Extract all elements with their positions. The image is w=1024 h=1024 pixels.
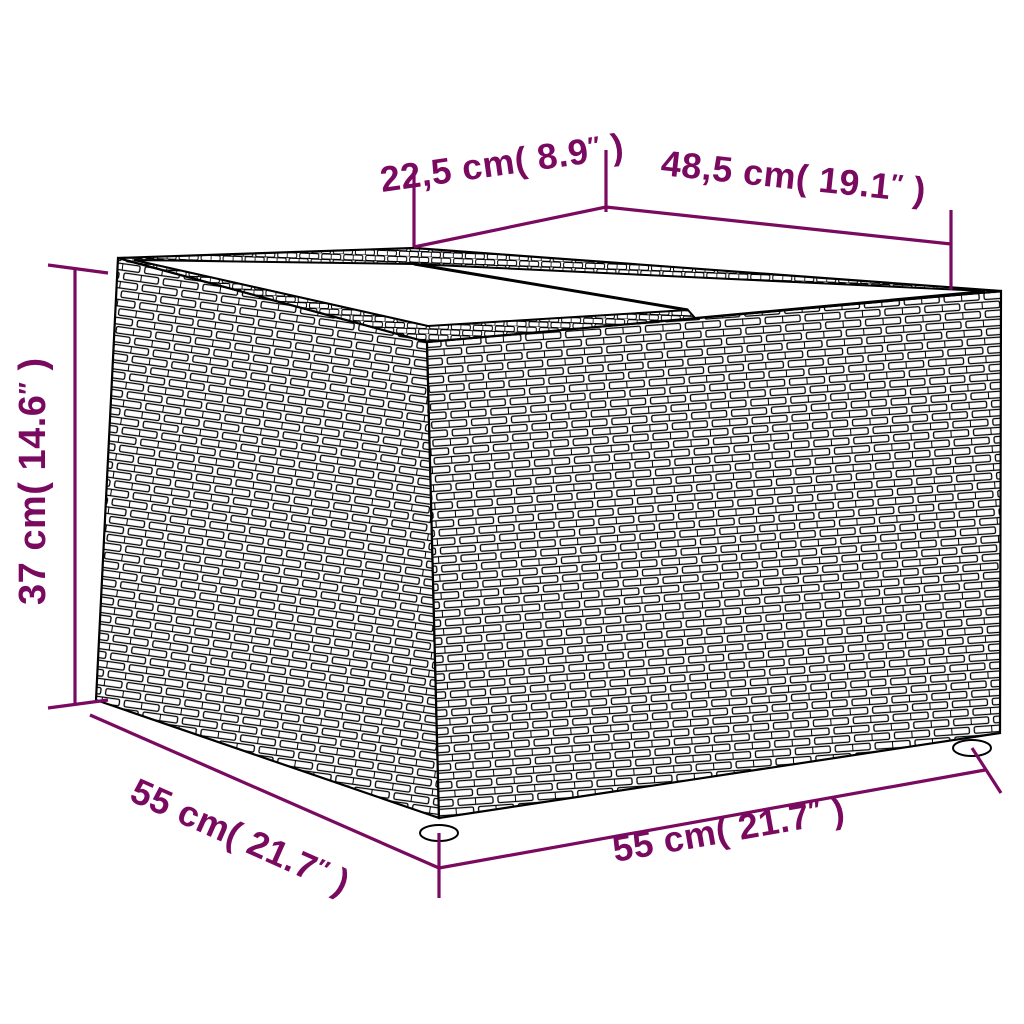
svg-text:48,5 cm( 19.1″ ): 48,5 cm( 19.1″ ) <box>659 142 928 211</box>
svg-text:37 cm( 14.6″ ): 37 cm( 14.6″ ) <box>12 357 54 605</box>
svg-text:55 cm( 21.7″ ): 55 cm( 21.7″ ) <box>609 789 848 870</box>
svg-text:55 cm( 21.7″ ): 55 cm( 21.7″ ) <box>125 770 356 903</box>
svg-text:22,5 cm( 8.9″ ): 22,5 cm( 8.9″ ) <box>377 125 626 200</box>
